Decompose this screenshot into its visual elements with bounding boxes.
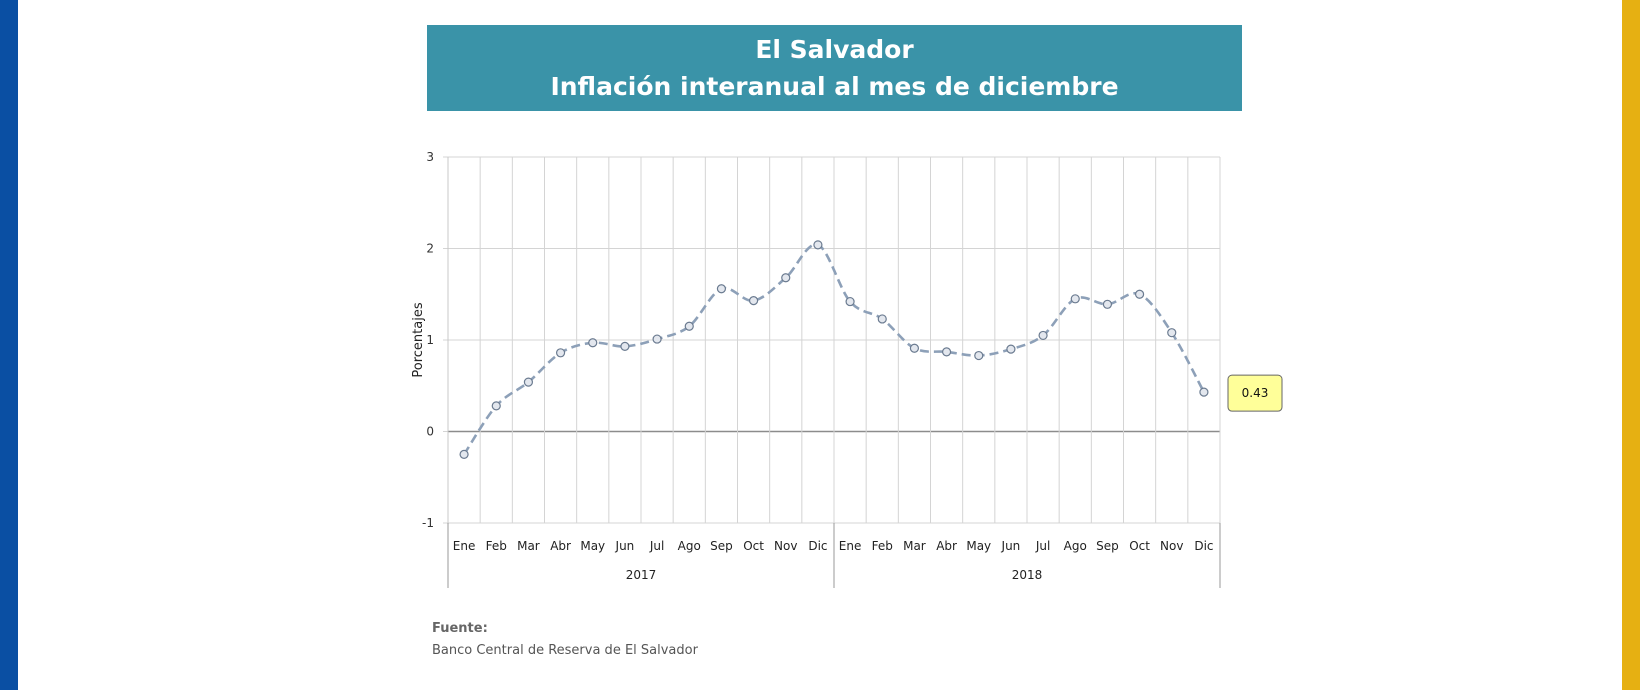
x-tick-label: May xyxy=(580,539,605,553)
data-point xyxy=(555,348,566,358)
left-accent-stripe xyxy=(0,0,18,690)
chart-title-banner: El Salvador Inflación interanual al mes … xyxy=(427,25,1242,111)
x-tick-label: Nov xyxy=(1160,539,1183,553)
y-tick-label: 3 xyxy=(426,150,434,164)
source-heading: Fuente: xyxy=(432,621,488,636)
x-tick-label: Oct xyxy=(743,539,764,553)
data-point xyxy=(781,273,791,283)
x-tick-label: Sep xyxy=(1096,539,1119,553)
x-tick-label: Mar xyxy=(903,539,926,553)
x-tick-label: Ene xyxy=(839,539,862,553)
chart-title-subtitle: Inflación interanual al mes de diciembre xyxy=(550,72,1119,101)
x-tick-label: May xyxy=(966,539,991,553)
x-tick-label: Feb xyxy=(486,539,507,553)
data-point xyxy=(1134,289,1145,299)
x-tick-label: Sep xyxy=(710,539,733,553)
data-point xyxy=(813,240,823,250)
data-callout-box xyxy=(1227,374,1283,412)
data-point xyxy=(1006,344,1016,354)
data-point xyxy=(748,296,759,306)
data-point xyxy=(588,338,598,348)
y-axis-label: Porcentajes xyxy=(411,302,426,377)
x-tick-label: Ago xyxy=(678,539,701,553)
x-tick-label: Abr xyxy=(936,539,957,553)
data-point xyxy=(620,341,630,352)
data-point xyxy=(523,377,534,387)
x-tick-label: Ago xyxy=(1064,539,1087,553)
data-point xyxy=(684,321,694,331)
y-tick-label: -1 xyxy=(422,516,434,530)
data-point xyxy=(652,334,662,344)
x-tick-label: Jun xyxy=(1001,539,1021,553)
y-tick-label: 0 xyxy=(426,425,434,439)
data-point xyxy=(845,296,855,307)
data-point xyxy=(941,347,952,357)
source-text: Banco Central de Reserva de El Salvador xyxy=(432,643,698,658)
data-point xyxy=(459,449,469,459)
x-tick-label: Jun xyxy=(615,539,635,553)
data-point xyxy=(1102,299,1113,309)
y-tick-label: 2 xyxy=(426,242,434,256)
data-point xyxy=(1070,294,1080,304)
data-point xyxy=(491,401,501,411)
x-tick-label: Nov xyxy=(774,539,797,553)
data-point xyxy=(1167,328,1177,338)
data-point xyxy=(1199,387,1209,397)
x-tick-label: Jul xyxy=(649,539,664,553)
x-group-label: 2017 xyxy=(626,568,657,582)
x-tick-label: Jul xyxy=(1035,539,1050,553)
x-tick-label: Ene xyxy=(453,539,476,553)
source-note: Fuente: Banco Central de Reserva de El S… xyxy=(432,618,698,662)
x-tick-label: Mar xyxy=(517,539,540,553)
data-point xyxy=(1038,330,1048,341)
y-tick-label: 1 xyxy=(426,333,434,347)
x-tick-label: Abr xyxy=(550,539,571,553)
data-point xyxy=(974,350,984,361)
x-tick-label: Dic xyxy=(808,539,827,553)
chart-title-country: El Salvador xyxy=(755,35,914,64)
right-accent-stripe xyxy=(1622,0,1640,690)
data-point xyxy=(877,314,887,324)
data-callout-label: 0.43 xyxy=(1242,386,1269,400)
x-tick-label: Feb xyxy=(872,539,893,553)
x-tick-label: Oct xyxy=(1129,539,1150,553)
x-tick-label: Dic xyxy=(1194,539,1213,553)
data-point xyxy=(909,343,920,353)
data-point xyxy=(716,284,727,294)
x-group-label: 2018 xyxy=(1012,568,1043,582)
